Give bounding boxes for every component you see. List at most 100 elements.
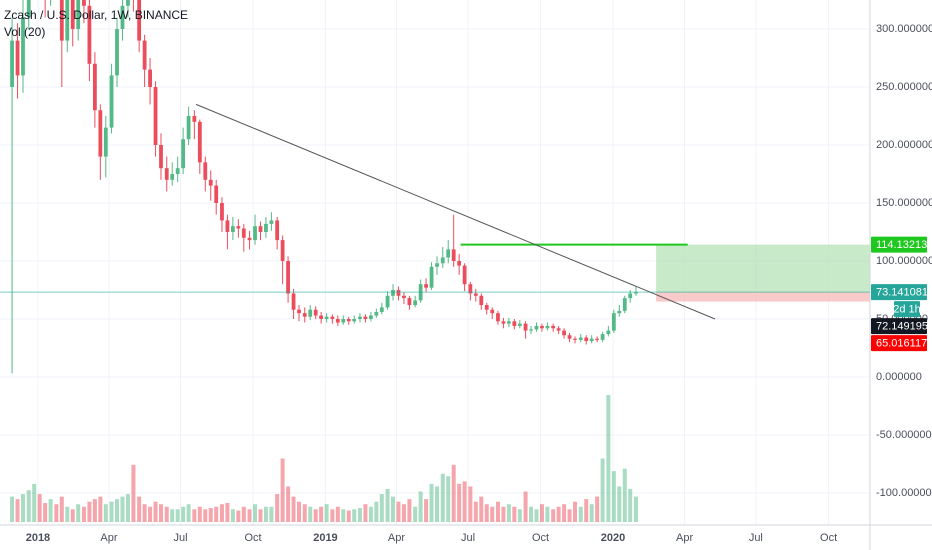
x-tick-label: Apr bbox=[388, 532, 405, 544]
volume-bar bbox=[391, 496, 396, 522]
volume-bar bbox=[341, 509, 346, 522]
countdown-box bbox=[894, 301, 920, 318]
volume-bar bbox=[517, 509, 522, 522]
volume-bar bbox=[368, 506, 373, 522]
volume-bar bbox=[451, 464, 456, 522]
volume-bar bbox=[495, 501, 500, 522]
volume-bar bbox=[490, 506, 495, 522]
volume-bar bbox=[578, 506, 583, 522]
volume-bar bbox=[59, 496, 64, 522]
volume-bar bbox=[567, 509, 572, 522]
candle-body bbox=[584, 337, 589, 342]
volume-bar bbox=[54, 504, 59, 522]
candle-body bbox=[435, 263, 439, 267]
volume-bar bbox=[313, 509, 318, 522]
candle-body bbox=[424, 284, 428, 288]
candle-body bbox=[302, 313, 307, 317]
volume-bar bbox=[600, 458, 605, 522]
volume-bar bbox=[159, 504, 164, 522]
volume-bar bbox=[628, 488, 633, 522]
candle-body bbox=[567, 335, 572, 339]
candle-body bbox=[313, 309, 318, 316]
y-tick-label: 150.000000 bbox=[876, 197, 932, 209]
y-tick-label: 200.000000 bbox=[876, 139, 932, 151]
volume-bar bbox=[70, 509, 75, 522]
candle-body bbox=[230, 226, 235, 232]
volume-bar bbox=[208, 508, 213, 522]
candle-body bbox=[457, 260, 462, 266]
candle-body bbox=[159, 144, 163, 169]
volume-bar bbox=[275, 494, 280, 522]
candle-body bbox=[319, 315, 324, 319]
candle-body bbox=[352, 318, 357, 322]
volume-bar bbox=[573, 501, 578, 522]
volume-bar bbox=[203, 509, 208, 522]
candle-body bbox=[186, 115, 191, 140]
volume-bar bbox=[148, 506, 153, 522]
volume-bar bbox=[418, 491, 423, 522]
volume-bar bbox=[219, 504, 224, 522]
volume-bar bbox=[297, 501, 302, 522]
price-label-box bbox=[871, 236, 927, 253]
volume-bar bbox=[462, 481, 467, 522]
volume-bar bbox=[236, 510, 241, 522]
volume-bar bbox=[120, 496, 125, 522]
candle-body bbox=[628, 293, 633, 299]
volume-bar bbox=[258, 509, 263, 522]
candle-body bbox=[391, 289, 395, 296]
volume-bar bbox=[545, 506, 550, 522]
price-label: 114.132139 bbox=[876, 239, 932, 251]
candle-body bbox=[203, 162, 208, 180]
candle-body bbox=[512, 321, 517, 326]
candle-body bbox=[269, 220, 274, 224]
volume-bar bbox=[501, 506, 506, 522]
volume-bar bbox=[175, 509, 180, 522]
candle-body bbox=[175, 168, 180, 174]
y-tick-label: 250.000000 bbox=[876, 81, 932, 93]
candle-body bbox=[622, 298, 627, 311]
candle-body bbox=[540, 325, 544, 329]
position-stop-zone bbox=[656, 292, 870, 302]
candle-body bbox=[479, 295, 484, 306]
candle-body bbox=[197, 121, 202, 163]
volume-bar bbox=[76, 504, 81, 522]
y-tick-label: 100.000000 bbox=[876, 255, 932, 267]
volume-bar bbox=[589, 504, 594, 522]
candle-body bbox=[440, 257, 445, 264]
price-label-box bbox=[871, 318, 927, 335]
volume-bar bbox=[109, 501, 114, 522]
candle-body bbox=[402, 295, 406, 299]
price-label-box bbox=[871, 284, 927, 301]
candle-body bbox=[506, 321, 511, 324]
candle-body bbox=[225, 220, 230, 232]
candle-body bbox=[280, 240, 285, 261]
candle-body bbox=[142, 40, 147, 70]
candle-body bbox=[21, 17, 25, 76]
y-tick-label: 0.000000 bbox=[876, 371, 922, 383]
volume-bar bbox=[32, 483, 37, 522]
candle-body bbox=[153, 86, 158, 145]
volume-bar bbox=[181, 506, 186, 522]
candle-body bbox=[606, 330, 611, 335]
candle-body bbox=[534, 325, 539, 330]
volume-bar bbox=[142, 504, 147, 522]
y-tick-label: -100.000000 bbox=[876, 487, 932, 499]
candle-body bbox=[170, 173, 175, 180]
volume-bar bbox=[87, 501, 92, 522]
volume-bar bbox=[125, 494, 130, 522]
volume-bar bbox=[269, 506, 274, 522]
volume-bar bbox=[529, 506, 534, 522]
candle-body bbox=[26, 0, 31, 18]
volume-bar bbox=[457, 483, 462, 522]
candle-body bbox=[429, 266, 434, 288]
price-label: 73.141081 bbox=[876, 287, 928, 299]
volume-bar bbox=[633, 496, 638, 522]
candle-body bbox=[368, 315, 373, 319]
candle-body bbox=[258, 226, 263, 232]
candle-body bbox=[473, 293, 478, 296]
volume-bar bbox=[562, 504, 567, 522]
volume-bar bbox=[280, 458, 285, 522]
volume-bar bbox=[407, 499, 412, 522]
